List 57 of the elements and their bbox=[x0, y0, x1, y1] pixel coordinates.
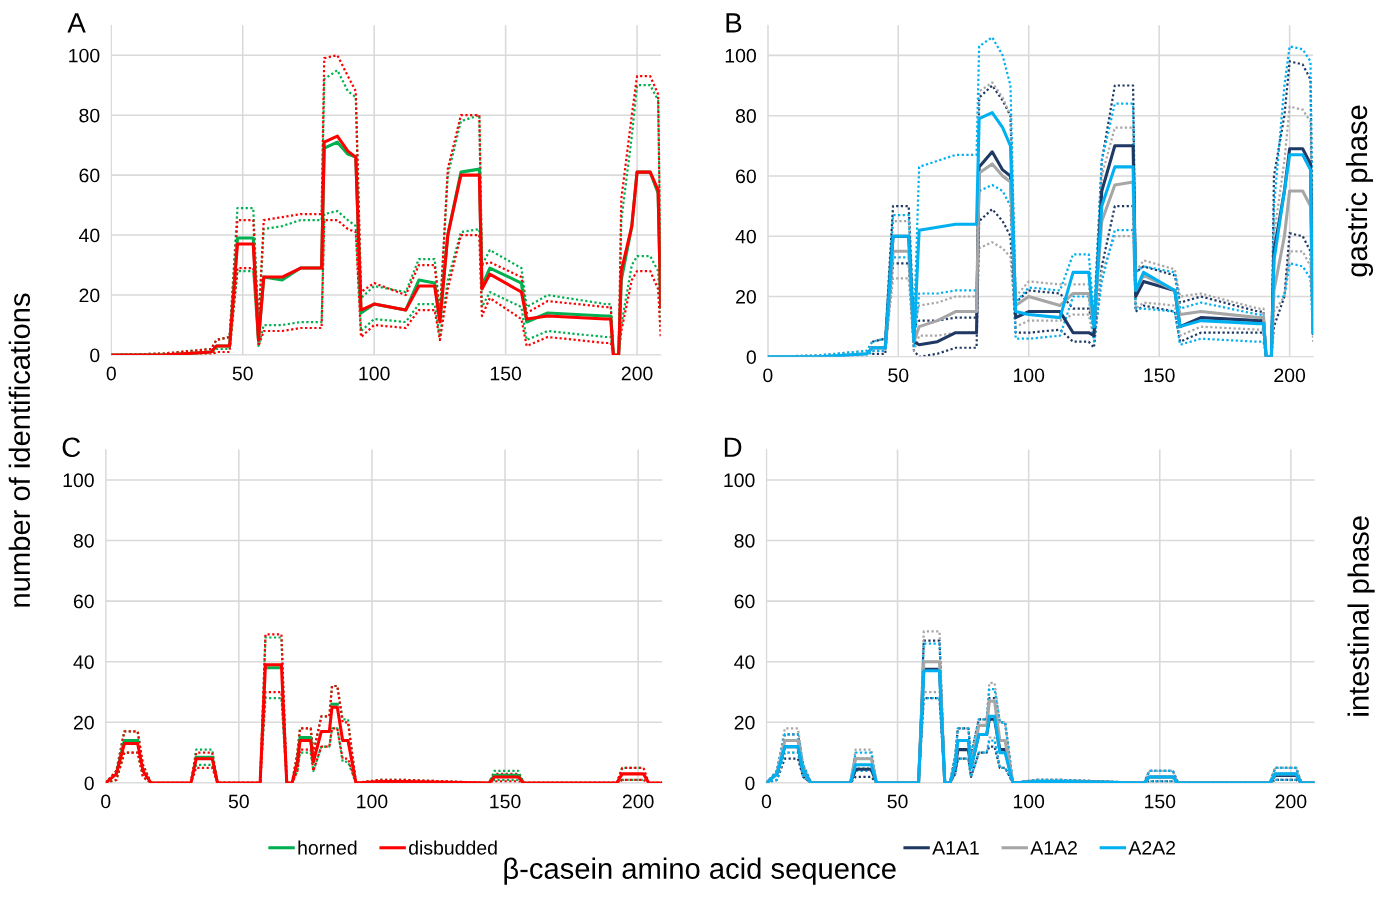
x-tick-label: 0 bbox=[763, 368, 773, 383]
x-tick-label: 100 bbox=[1013, 794, 1045, 809]
y-tick-label: 60 bbox=[73, 594, 94, 609]
x-tick-label: 150 bbox=[1145, 794, 1176, 809]
y-tick-label: 80 bbox=[735, 109, 756, 123]
y-tick-label: 20 bbox=[79, 288, 100, 303]
x-tick-label: 50 bbox=[888, 368, 909, 383]
x-tick-label: 0 bbox=[106, 366, 116, 381]
y-tick-label: 0 bbox=[90, 348, 100, 363]
legend-label: A1A1 bbox=[932, 841, 979, 855]
x-tick-label: 0 bbox=[101, 794, 111, 809]
chart-title: B bbox=[726, 13, 742, 33]
y-tick-label: 100 bbox=[63, 473, 94, 488]
y-tick-label: 20 bbox=[734, 715, 755, 730]
x-tick-label: 200 bbox=[1275, 794, 1307, 809]
chart-title: C bbox=[62, 437, 81, 458]
legend-label: A1A2 bbox=[1030, 840, 1077, 855]
y-tick-label: 80 bbox=[734, 533, 755, 548]
x-tick-label: 200 bbox=[622, 794, 654, 809]
text: intestinal phase bbox=[1347, 516, 1375, 716]
x-tick-label: 200 bbox=[1274, 368, 1306, 383]
chart-title: A bbox=[67, 13, 86, 33]
x-tick-label: 150 bbox=[490, 366, 522, 381]
x-axis-title: β-casein amino acid sequence bbox=[504, 857, 896, 885]
y-tick-label: 100 bbox=[69, 48, 100, 63]
x-tick-label: 50 bbox=[887, 794, 908, 809]
y-tick-label: 20 bbox=[73, 715, 94, 730]
y-tick-label: 60 bbox=[736, 169, 756, 184]
y-tick-label: 40 bbox=[734, 655, 755, 669]
y-tick-label: 100 bbox=[725, 48, 756, 63]
y-tick-label: 40 bbox=[735, 229, 756, 244]
y-tick-label: 20 bbox=[736, 289, 756, 304]
x-tick-label: 100 bbox=[359, 366, 390, 381]
y-tick-label: 0 bbox=[745, 776, 755, 791]
y-tick-label: 40 bbox=[73, 655, 94, 669]
y-tick-label: 60 bbox=[79, 168, 100, 183]
x-tick-label: 50 bbox=[228, 794, 249, 809]
legend-label: A2A2 bbox=[1128, 840, 1176, 855]
text: gastric phase bbox=[1345, 105, 1374, 277]
y-tick-label: 0 bbox=[746, 350, 756, 365]
y-tick-label: 100 bbox=[724, 473, 755, 488]
chart-title: D bbox=[724, 437, 742, 457]
y-tick-label: 60 bbox=[734, 594, 755, 609]
y-tick-label: 80 bbox=[79, 108, 100, 123]
x-tick-label: 0 bbox=[761, 794, 772, 809]
x-tick-label: 150 bbox=[490, 794, 521, 809]
y-tick-label: 80 bbox=[73, 533, 94, 548]
x-tick-label: 100 bbox=[357, 794, 388, 809]
y-tick-label: 0 bbox=[84, 776, 94, 791]
x-tick-label: 200 bbox=[621, 366, 653, 381]
x-tick-label: 100 bbox=[1013, 368, 1045, 383]
x-tick-label: 150 bbox=[1144, 368, 1175, 383]
x-tick-label: 50 bbox=[232, 366, 253, 381]
y-axis-title: number of identifications bbox=[8, 293, 31, 607]
legend-label: disbudded bbox=[409, 840, 497, 855]
y-tick-label: 40 bbox=[78, 228, 100, 243]
legend-label: horned bbox=[298, 840, 357, 855]
